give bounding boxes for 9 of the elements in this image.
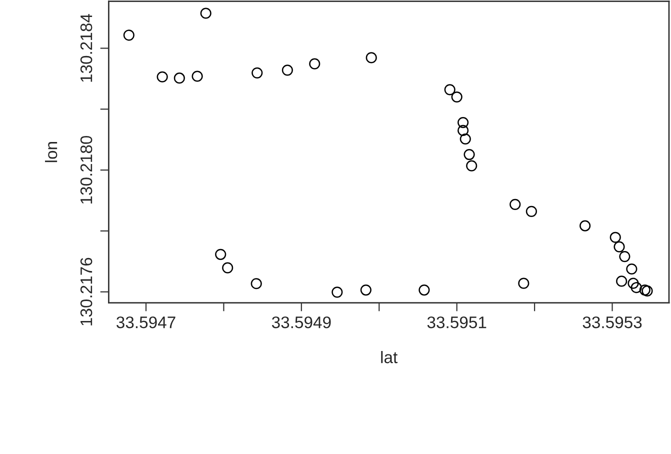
x-axis-title: lat (381, 350, 398, 364)
x-tick-label: 33.5953 (582, 316, 642, 328)
x-tick-label: 33.5949 (272, 316, 331, 328)
y-tick-label: 130.2180 (80, 136, 92, 204)
x-tick-label: 33.5951 (427, 316, 486, 328)
y-axis-title: lon (44, 142, 58, 162)
y-tick-label: 130.2176 (80, 258, 92, 326)
x-tick-label: 33.5947 (116, 316, 176, 328)
y-tick-label: 130.2184 (80, 14, 92, 82)
